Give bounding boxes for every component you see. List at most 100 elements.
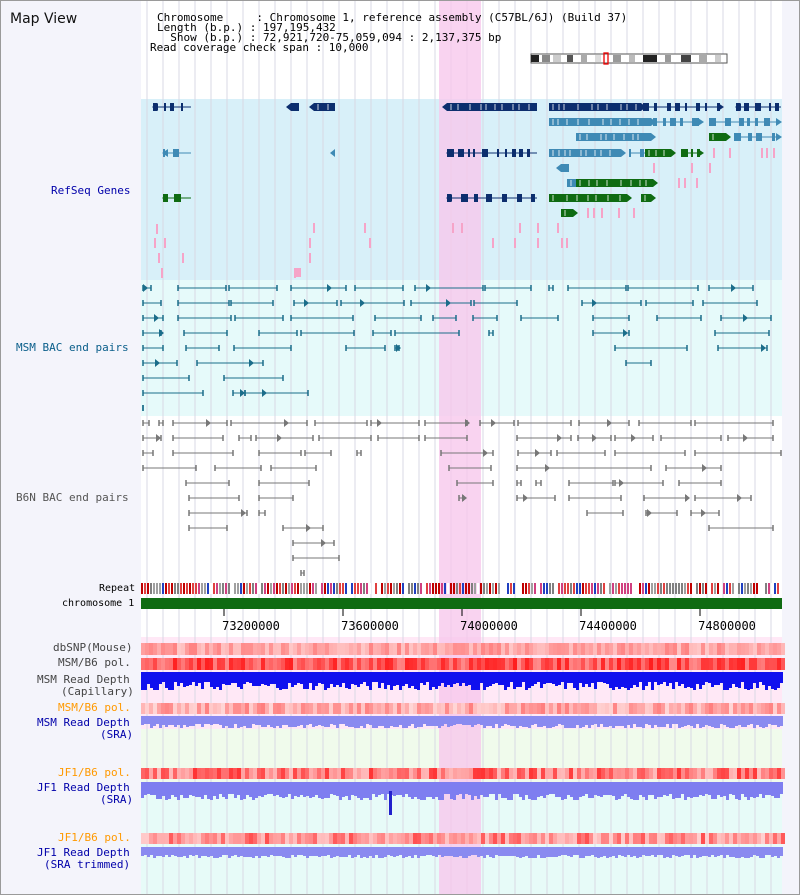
polymorphism-bin bbox=[745, 643, 749, 655]
repeat-element bbox=[570, 583, 572, 594]
read-depth-bin bbox=[486, 672, 489, 687]
polymorphism-bin bbox=[737, 768, 741, 779]
repeat-element bbox=[759, 583, 761, 594]
read-depth-bin bbox=[306, 672, 309, 689]
polymorphism-bin bbox=[361, 658, 365, 670]
polymorphism-bin bbox=[605, 658, 609, 670]
read-depth-bin bbox=[645, 672, 648, 686]
snp-marker bbox=[653, 163, 655, 173]
read-depth-bin bbox=[339, 782, 342, 800]
polymorphism-bin bbox=[485, 643, 489, 655]
read-depth-bin bbox=[456, 847, 459, 857]
read-depth-bin bbox=[261, 782, 264, 797]
read-depth-bin bbox=[597, 782, 600, 796]
gene-exon bbox=[486, 194, 492, 202]
read-depth-bin bbox=[456, 672, 459, 683]
read-depth-bin bbox=[537, 847, 540, 855]
read-depth-bin bbox=[624, 847, 627, 857]
read-depth-bin bbox=[363, 847, 366, 857]
read-depth-bin bbox=[711, 847, 714, 855]
polymorphism-bin bbox=[309, 643, 313, 655]
gene-exon bbox=[174, 194, 181, 202]
read-depth-bin bbox=[177, 782, 180, 800]
read-depth-bin bbox=[447, 782, 450, 794]
polymorphism-bin bbox=[757, 658, 761, 670]
read-depth-bin bbox=[423, 716, 426, 724]
read-depth-bin bbox=[771, 716, 774, 725]
read-depth-bin bbox=[504, 782, 507, 798]
read-depth-bin bbox=[645, 782, 648, 800]
polymorphism-bin bbox=[733, 768, 737, 779]
gene-block bbox=[549, 149, 621, 157]
length-info: Length (b.p.) : 197,195,432 bbox=[157, 21, 336, 34]
polymorphism-bin bbox=[205, 768, 209, 779]
polymorphism-bin bbox=[609, 643, 613, 655]
read-depth-bin bbox=[678, 672, 681, 686]
polymorphism-bin bbox=[669, 643, 673, 655]
read-depth-bin bbox=[402, 847, 405, 858]
polymorphism-bin bbox=[173, 703, 177, 714]
gene-exon bbox=[681, 149, 688, 157]
bac-end-arrow bbox=[277, 434, 282, 442]
read-depth-bin bbox=[393, 716, 396, 727]
polymorphism-bin bbox=[641, 768, 645, 779]
read-depth-bin bbox=[270, 716, 273, 727]
repeat-element bbox=[687, 583, 689, 594]
repeat-element bbox=[198, 583, 200, 594]
read-depth-bin bbox=[693, 716, 696, 728]
polymorphism-bin bbox=[529, 643, 533, 655]
polymorphism-bin bbox=[197, 768, 201, 779]
polymorphism-bin bbox=[153, 643, 157, 655]
read-depth-bin bbox=[600, 716, 603, 724]
polymorphism-bin bbox=[553, 833, 557, 844]
polymorphism-bin bbox=[641, 643, 645, 655]
read-depth-bin bbox=[654, 782, 657, 799]
polymorphism-bin bbox=[385, 643, 389, 655]
show-range-info: Show (b.p.) : 72,921,720-75,059,094 : 2,… bbox=[157, 31, 502, 44]
gene-exon bbox=[527, 149, 530, 157]
polymorphism-bin bbox=[685, 768, 689, 779]
read-depth-bin bbox=[627, 672, 630, 690]
polymorphism-bin bbox=[537, 703, 541, 714]
polymorphism-bin bbox=[737, 643, 741, 655]
read-depth-bin bbox=[708, 716, 711, 726]
gene-exon bbox=[517, 194, 522, 202]
repeat-element bbox=[615, 583, 617, 594]
polymorphism-bin bbox=[141, 643, 145, 655]
polymorphism-bin bbox=[249, 768, 253, 779]
polymorphism-bin bbox=[645, 833, 649, 844]
repeat-element bbox=[150, 583, 152, 594]
read-depth-bin bbox=[510, 782, 513, 800]
polymorphism-bin bbox=[577, 768, 581, 779]
read-depth-bin bbox=[225, 847, 228, 855]
read-depth-bin bbox=[717, 782, 720, 795]
polymorphism-bin bbox=[597, 833, 601, 844]
gene-exon bbox=[769, 103, 771, 111]
polymorphism-bin bbox=[653, 768, 657, 779]
read-depth-bin bbox=[237, 782, 240, 795]
polymorphism-bin bbox=[561, 658, 565, 670]
polymorphism-bin bbox=[625, 658, 629, 670]
polymorphism-bin bbox=[741, 833, 745, 844]
polymorphism-bin bbox=[297, 833, 301, 844]
polymorphism-bin bbox=[325, 768, 329, 779]
repeat-element bbox=[708, 583, 710, 594]
read-depth-bin bbox=[456, 716, 459, 724]
read-depth-bin bbox=[465, 672, 468, 686]
read-depth-bin bbox=[186, 782, 189, 798]
polymorphism-bin bbox=[201, 658, 205, 670]
snp-marker bbox=[514, 238, 516, 248]
read-depth-bin bbox=[459, 716, 462, 724]
polymorphism-bin bbox=[749, 703, 753, 714]
read-depth-bin bbox=[618, 782, 621, 799]
polymorphism-bin bbox=[293, 833, 297, 844]
read-depth-bin bbox=[153, 847, 156, 858]
read-depth-bin bbox=[627, 847, 630, 855]
polymorphism-bin bbox=[373, 658, 377, 670]
repeat-element bbox=[735, 583, 737, 594]
msm-depth-cap-sub-label: (Capillary) bbox=[61, 685, 134, 698]
